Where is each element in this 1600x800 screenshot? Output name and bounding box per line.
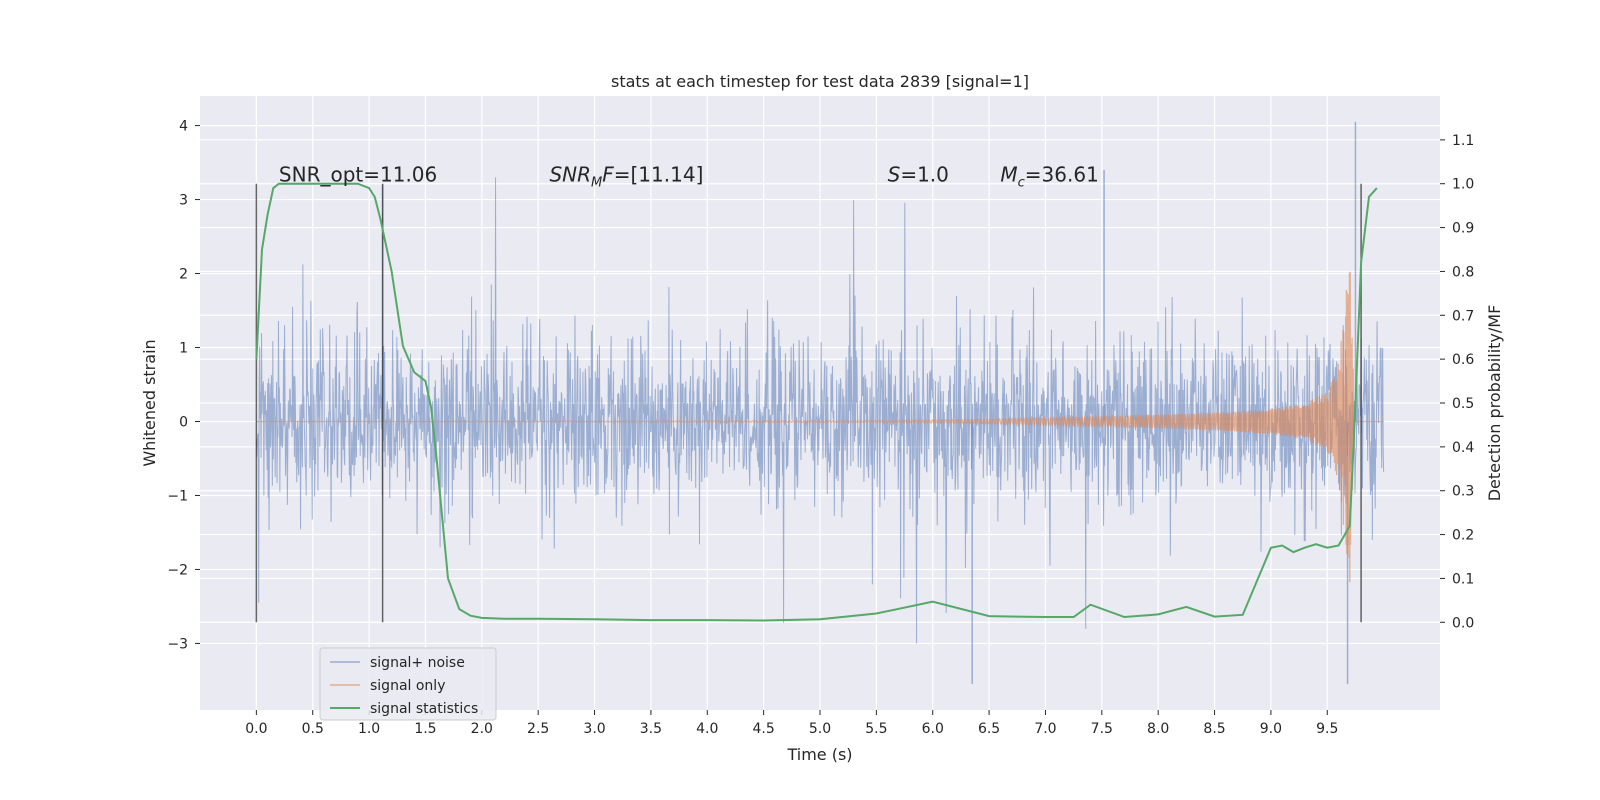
x-tick-label: 4.5 <box>753 721 775 737</box>
statistics-trace <box>255 182 1378 622</box>
annotation-part: S <box>888 163 901 187</box>
left-y-axis-label: Whitened strain <box>140 339 159 466</box>
x-tick-label: 6.0 <box>922 721 944 737</box>
y-right-tick-label: 0.7 <box>1452 308 1474 324</box>
x-tick-label: 8.5 <box>1203 721 1225 737</box>
legend-label-stats: signal statistics <box>370 701 478 717</box>
y-right-tick-label: 0.0 <box>1452 615 1474 631</box>
x-tick-label: 9.0 <box>1260 721 1282 737</box>
annotation-mc-value: Mc=36.61 <box>1000 163 1098 191</box>
y-right-tick-label: 0.8 <box>1452 264 1474 280</box>
y-left-tick-label: 1 <box>179 341 188 357</box>
annotation-part: SNR <box>549 163 591 187</box>
y-right-tick-label: 1.0 <box>1452 177 1474 193</box>
y-right-tick-label: 0.1 <box>1452 571 1474 587</box>
y-left-tick-label: 0 <box>179 414 188 430</box>
series-signal-only <box>256 271 1384 583</box>
x-tick-label: 0.5 <box>302 721 324 737</box>
annotation-part: =[11.14] <box>614 163 704 187</box>
chart-title: stats at each timestep for test data 283… <box>611 72 1029 91</box>
y-right-tick-label: 0.2 <box>1452 528 1474 544</box>
x-tick-label: 0.0 <box>245 721 267 737</box>
legend-box <box>319 647 497 721</box>
legend-label-noise: signal+ noise <box>370 655 465 671</box>
x-tick-label: 7.5 <box>1091 721 1113 737</box>
y-left-tick-label: 3 <box>179 193 188 209</box>
x-tick-label: 9.5 <box>1316 721 1338 737</box>
y-right-tick-label: 0.9 <box>1452 221 1474 237</box>
x-tick-label: 3.5 <box>640 721 662 737</box>
signal-trace <box>256 271 1384 583</box>
x-axis-label: Time (s) <box>786 745 852 764</box>
legend-label-signal: signal only <box>370 678 445 694</box>
x-tick-label: 5.0 <box>809 721 831 737</box>
y-right-tick-label: 1.1 <box>1452 133 1474 149</box>
annotation-subscript: M <box>591 176 602 191</box>
y-right-tick-label: 0.5 <box>1452 396 1474 412</box>
x-tick-label: 7.0 <box>1034 721 1056 737</box>
annotation-subscript: c <box>1018 176 1025 191</box>
y-left-tick-label: −1 <box>167 488 188 504</box>
y-right-tick-label: 0.4 <box>1452 440 1474 456</box>
x-tick-label: 1.5 <box>414 721 436 737</box>
grid <box>200 96 1440 710</box>
y-right-tick-label: 0.6 <box>1452 352 1474 368</box>
left-y-axis-ticks: −3 −2 −1 0 1 2 3 4 <box>167 119 200 652</box>
annotation-snr-mf: SNRMF=[11.14] <box>549 163 703 191</box>
x-tick-label: 5.5 <box>865 721 887 737</box>
y-left-tick-label: −2 <box>167 562 188 578</box>
x-tick-label: 2.0 <box>471 721 493 737</box>
annotation-part: M <box>1000 163 1017 187</box>
right-y-axis-ticks: 0.0 0.1 0.2 0.3 0.4 0.5 0.6 0.7 0.8 0.9 1.0 1.1 <box>1440 133 1474 631</box>
annotation-part: F <box>602 163 614 187</box>
x-tick-label: 8.0 <box>1147 721 1169 737</box>
x-axis-ticks: 0.0 0.5 1.0 1.5 2.0 2.5 3.0 3.5 4.0 4.5 5.0 5.5 6.0 6… <box>245 710 1338 737</box>
annotation-snr-opt: SNR_opt=11.06 <box>279 163 437 187</box>
annotation-s-value: S=1.0 <box>888 163 949 187</box>
y-left-tick-label: 4 <box>179 119 188 135</box>
legend: signal+ noise signal only signal statist… <box>319 647 497 721</box>
x-tick-label: 4.0 <box>696 721 718 737</box>
annotations: SNR_opt=11.06 SNRMF=[11.14] S=1.0 Mc=36.61 <box>279 163 1099 191</box>
y-left-tick-label: 2 <box>179 267 188 283</box>
annotation-part: =36.61 <box>1025 163 1099 187</box>
annotation-part: =1.0 <box>900 163 949 187</box>
y-left-tick-label: −3 <box>167 636 188 652</box>
series-signal-statistics <box>255 182 1378 622</box>
x-tick-label: 3.0 <box>583 721 605 737</box>
y-right-tick-label: 0.3 <box>1452 484 1474 500</box>
x-tick-label: 6.5 <box>978 721 1000 737</box>
right-y-axis-label: Detection probability/MF <box>1485 305 1504 502</box>
x-tick-label: 1.0 <box>358 721 380 737</box>
x-tick-label: 2.5 <box>527 721 549 737</box>
